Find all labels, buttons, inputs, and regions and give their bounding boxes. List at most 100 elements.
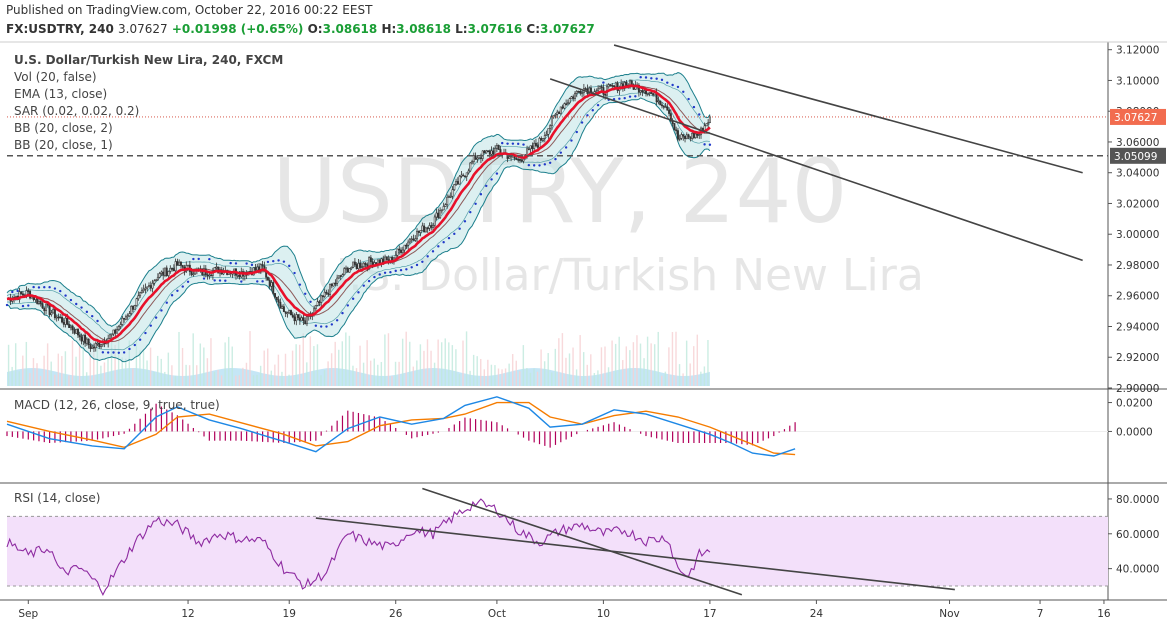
volume-bar bbox=[185, 364, 187, 386]
candle-body bbox=[685, 134, 688, 139]
candle-body bbox=[140, 290, 143, 293]
sar-dot bbox=[501, 141, 504, 145]
last-price-tag bbox=[1110, 108, 1166, 125]
sar-dot bbox=[405, 268, 408, 271]
candle-body bbox=[164, 267, 166, 276]
candle-body bbox=[116, 329, 119, 334]
candle-body bbox=[527, 148, 530, 151]
open-label: O: bbox=[307, 22, 323, 36]
candle-body bbox=[176, 261, 179, 266]
volume-bar bbox=[82, 341, 84, 386]
volume-bar bbox=[703, 366, 706, 386]
volume-bar bbox=[597, 370, 599, 386]
rsi-label[interactable]: RSI (14, close) bbox=[14, 491, 101, 505]
volume-bar bbox=[345, 332, 347, 386]
candle-body bbox=[673, 123, 676, 131]
volume-bar bbox=[437, 339, 439, 386]
candle-body bbox=[488, 150, 491, 155]
candle-body bbox=[80, 336, 83, 342]
volume-bar bbox=[607, 367, 610, 386]
sar-dot bbox=[256, 280, 259, 283]
legend-bb1[interactable]: BB (20, close, 1) bbox=[14, 138, 113, 152]
volume-bar bbox=[43, 355, 45, 386]
time-tick-label: 19 bbox=[283, 608, 296, 620]
candle-body bbox=[135, 298, 138, 306]
price-trendline-0 bbox=[613, 44, 1083, 174]
macd-tick-label: 0.0200 bbox=[1116, 398, 1153, 410]
sar-dot bbox=[165, 301, 168, 304]
candle-body bbox=[453, 184, 456, 191]
candle-body bbox=[408, 238, 411, 243]
volume-bar bbox=[611, 340, 613, 386]
candle-body bbox=[417, 230, 420, 233]
candle-body bbox=[187, 264, 190, 267]
sar-dot bbox=[75, 302, 78, 306]
volume-bar bbox=[419, 344, 422, 386]
candle-body bbox=[272, 282, 275, 294]
candle-body bbox=[139, 292, 142, 297]
sar-dot bbox=[319, 325, 323, 328]
volume-bar bbox=[89, 332, 91, 386]
sar-dot bbox=[394, 269, 397, 273]
candle-body bbox=[538, 138, 541, 148]
candle-body bbox=[426, 227, 429, 230]
symbol-label[interactable]: FX:USDTRY, 240 bbox=[6, 22, 114, 36]
volume-bar bbox=[391, 375, 393, 386]
candle-body bbox=[162, 271, 165, 276]
candle-body bbox=[133, 305, 136, 310]
candle-body bbox=[680, 134, 683, 139]
time-tick-label: 24 bbox=[810, 608, 824, 620]
volume-bar bbox=[622, 360, 624, 386]
sar-dot bbox=[288, 264, 291, 268]
legend-sar[interactable]: SAR (0.02, 0.02, 0.2) bbox=[14, 104, 140, 118]
volume-bar bbox=[341, 341, 344, 386]
volume-bar bbox=[199, 343, 202, 386]
candle-body bbox=[298, 317, 301, 321]
rsi-line bbox=[6, 498, 711, 597]
volume-bar bbox=[107, 358, 109, 386]
price-tick-label: 3.10000 bbox=[1116, 75, 1159, 87]
candle-body bbox=[165, 267, 168, 276]
volume-bar bbox=[519, 371, 521, 386]
sar-dot bbox=[192, 257, 195, 261]
sar-dot bbox=[559, 151, 562, 154]
candle-body bbox=[678, 138, 681, 140]
legend-ema[interactable]: EMA (13, close) bbox=[14, 87, 108, 101]
candle-body bbox=[696, 133, 699, 136]
candle-body bbox=[566, 102, 569, 105]
candle-body bbox=[545, 134, 548, 136]
candle-body bbox=[547, 128, 550, 135]
candle-body bbox=[684, 135, 687, 139]
volume-bar bbox=[327, 361, 329, 386]
macd-label[interactable]: MACD (12, 26, close, 9, true, true) bbox=[14, 398, 220, 412]
candle-body bbox=[302, 317, 305, 322]
legend-vol[interactable]: Vol (20, false) bbox=[14, 70, 97, 84]
ema-line bbox=[6, 84, 711, 344]
sar-dot bbox=[628, 95, 632, 98]
candle-body bbox=[316, 301, 319, 306]
volume-bar bbox=[249, 331, 251, 386]
candle-body bbox=[549, 125, 552, 129]
rsi-tick-label: 60.0000 bbox=[1116, 529, 1159, 541]
sar-dot bbox=[5, 303, 9, 307]
candle-body bbox=[698, 134, 701, 136]
sar-dot bbox=[314, 324, 318, 327]
volume-bar bbox=[171, 365, 173, 386]
price-tick-label: 3.00000 bbox=[1116, 229, 1159, 241]
candle-body bbox=[282, 306, 285, 312]
candle-body bbox=[20, 291, 23, 295]
candle-body bbox=[531, 145, 534, 149]
sar-dot bbox=[490, 178, 493, 181]
candle-body bbox=[321, 295, 324, 298]
candle-body bbox=[463, 175, 466, 178]
candle-body bbox=[339, 275, 342, 277]
legend-bb2[interactable]: BB (20, close, 2) bbox=[14, 121, 113, 135]
candle-body bbox=[446, 196, 449, 205]
candle-body bbox=[479, 157, 482, 160]
volume-bar bbox=[352, 365, 354, 386]
candle-body bbox=[192, 273, 195, 276]
volume-bar bbox=[664, 371, 667, 386]
candle-body bbox=[485, 150, 488, 154]
candle-body bbox=[71, 325, 74, 331]
